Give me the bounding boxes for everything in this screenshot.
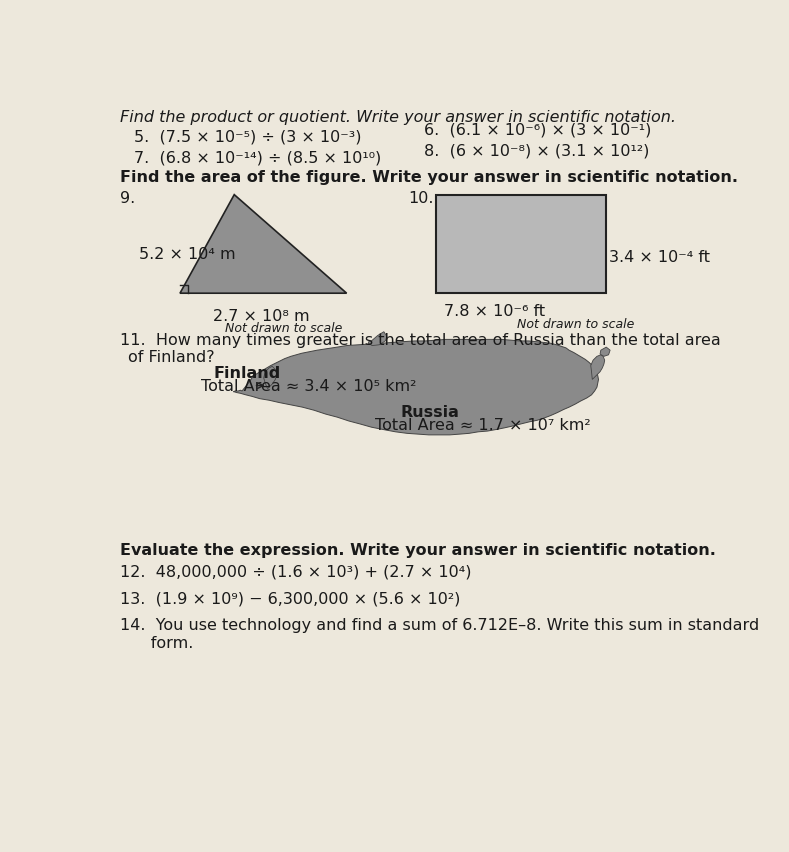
Text: 2.7 × 10⁸ m: 2.7 × 10⁸ m xyxy=(213,308,310,324)
Polygon shape xyxy=(368,331,387,346)
Text: 10.: 10. xyxy=(409,191,434,206)
Text: Find the area of the figure. Write your answer in scientific notation.: Find the area of the figure. Write your … xyxy=(121,170,739,185)
Text: 7.  (6.8 × 10⁻¹⁴) ÷ (8.5 × 10¹⁰): 7. (6.8 × 10⁻¹⁴) ÷ (8.5 × 10¹⁰) xyxy=(133,151,381,166)
Text: Find the product or quotient. Write your answer in scientific notation.: Find the product or quotient. Write your… xyxy=(121,110,676,125)
Text: 11.  How many times greater is the total area of Russia than the total area: 11. How many times greater is the total … xyxy=(121,333,721,348)
Text: Not drawn to scale: Not drawn to scale xyxy=(517,318,634,331)
Text: 7.8 × 10⁻⁶ ft: 7.8 × 10⁻⁶ ft xyxy=(443,304,544,319)
Text: Total Area ≈ 3.4 × 10⁵ km²: Total Area ≈ 3.4 × 10⁵ km² xyxy=(201,379,417,394)
Text: Total Area ≈ 1.7 × 10⁷ km²: Total Area ≈ 1.7 × 10⁷ km² xyxy=(376,418,591,433)
Text: of Finland?: of Finland? xyxy=(121,350,215,366)
Text: Finland: Finland xyxy=(213,366,281,382)
Text: 5.  (7.5 × 10⁻⁵) ÷ (3 × 10⁻³): 5. (7.5 × 10⁻⁵) ÷ (3 × 10⁻³) xyxy=(133,130,361,145)
Text: 3.4 × 10⁻⁴ ft: 3.4 × 10⁻⁴ ft xyxy=(609,250,710,265)
Text: Russia: Russia xyxy=(401,405,460,420)
Text: Evaluate the expression. Write your answer in scientific notation.: Evaluate the expression. Write your answ… xyxy=(121,544,716,558)
Text: 8.  (6 × 10⁻⁸) × (3.1 × 10¹²): 8. (6 × 10⁻⁸) × (3.1 × 10¹²) xyxy=(424,144,649,158)
Text: form.: form. xyxy=(121,636,194,651)
Text: Not drawn to scale: Not drawn to scale xyxy=(225,322,342,336)
Polygon shape xyxy=(591,354,604,379)
Polygon shape xyxy=(264,366,277,389)
Text: 9.: 9. xyxy=(121,191,136,206)
Text: 13.  (1.9 × 10⁹) − 6,300,000 × (5.6 × 10²): 13. (1.9 × 10⁹) − 6,300,000 × (5.6 × 10²… xyxy=(121,591,461,606)
Text: 12.  48,000,000 ÷ (1.6 × 10³) + (2.7 × 10⁴): 12. 48,000,000 ÷ (1.6 × 10³) + (2.7 × 10… xyxy=(121,564,472,579)
Bar xyxy=(436,194,606,293)
Polygon shape xyxy=(234,339,599,435)
Text: 6.  (6.1 × 10⁻⁶) × (3 × 10⁻¹): 6. (6.1 × 10⁻⁶) × (3 × 10⁻¹) xyxy=(424,122,652,137)
Polygon shape xyxy=(180,194,346,293)
Text: 14.  You use technology and find a sum of 6.712E–8. Write this sum in standard: 14. You use technology and find a sum of… xyxy=(121,619,760,633)
Text: 5.2 × 10⁴ m: 5.2 × 10⁴ m xyxy=(139,247,236,262)
Polygon shape xyxy=(600,347,610,356)
